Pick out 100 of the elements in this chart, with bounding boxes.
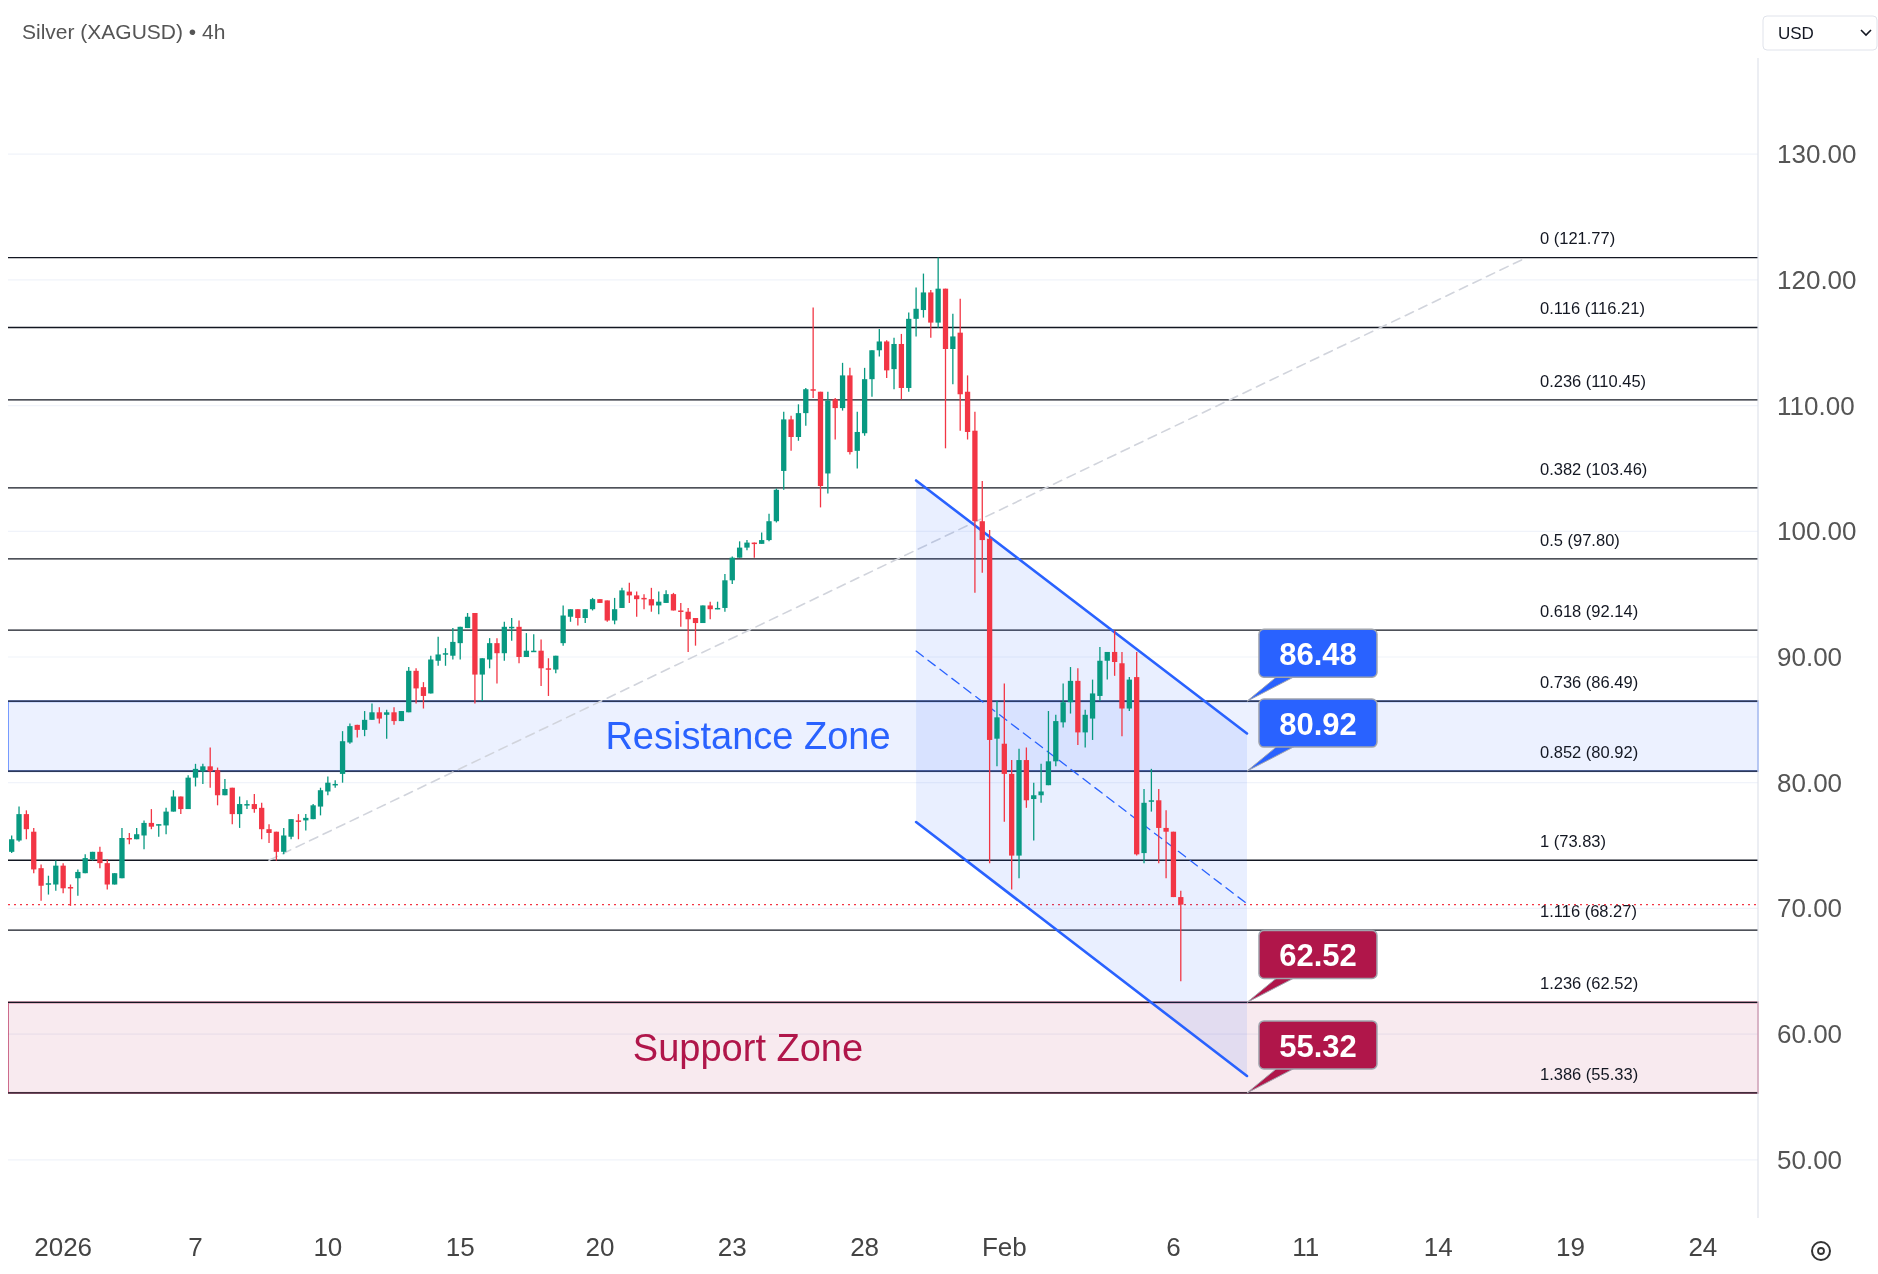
candlestick (729, 555, 735, 585)
candlestick (1045, 710, 1052, 786)
candlestick (920, 272, 927, 319)
candlestick (634, 590, 640, 618)
candlestick (854, 411, 860, 470)
candlestick (325, 775, 331, 796)
candlestick (538, 638, 544, 687)
candlestick (104, 858, 110, 891)
ref-line-label: 0.382 (103.46) (1540, 459, 1648, 478)
ref-line-label: 1.236 (62.52) (1540, 974, 1639, 993)
x-tick-label: 2026 (34, 1232, 93, 1263)
candlestick (97, 846, 103, 869)
y-tick-label: 120.00 (1777, 264, 1857, 295)
y-tick-label: 90.00 (1777, 642, 1843, 673)
candlestick (457, 626, 463, 661)
ref-line-label: 0.736 (86.49) (1540, 672, 1639, 691)
x-tick-label: 7 (188, 1232, 203, 1263)
candlestick (281, 827, 287, 855)
candlestick (141, 819, 147, 850)
ref-line-label: 0.116 (116.21) (1540, 299, 1645, 318)
ref-line-label: 0.618 (92.14) (1540, 601, 1639, 620)
candlestick (384, 709, 390, 740)
ref-line-label: 0 (121.77) (1540, 229, 1616, 248)
candlestick (317, 787, 324, 817)
candlestick (486, 637, 493, 669)
x-tick-label: 14 (1423, 1232, 1453, 1263)
candlestick (678, 602, 684, 628)
annotation: 55.32 (1279, 1028, 1357, 1064)
candlestick (413, 667, 419, 705)
chart-title: Silver (XAGUSD) • 4h (22, 20, 226, 44)
ref-line-label: 0.5 (97.80) (1540, 530, 1620, 549)
candlestick (75, 868, 81, 897)
x-tick-label: 20 (585, 1232, 615, 1263)
y-tick-label: 50.00 (1777, 1144, 1843, 1175)
band-label: Resistance Zone (605, 715, 891, 758)
candlestick (163, 807, 169, 835)
x-tick-label: 6 (1166, 1232, 1181, 1263)
candlestick (1067, 666, 1074, 715)
candlestick (251, 793, 257, 814)
candlestick (1031, 782, 1037, 842)
candlestick (619, 587, 625, 609)
x-tick-label: 11 (1292, 1232, 1320, 1263)
candlestick (913, 286, 919, 338)
candlestick (38, 863, 44, 902)
candlestick (45, 875, 52, 896)
y-tick-label: 110.00 (1777, 390, 1855, 421)
candlestick (236, 795, 243, 829)
candlestick (207, 746, 213, 789)
ref-line-label: 1.386 (55.33) (1540, 1064, 1639, 1083)
candlestick (1082, 709, 1088, 749)
candlestick (60, 862, 66, 894)
candlestick (611, 597, 618, 625)
candlestick (259, 802, 265, 840)
x-tick-label: 24 (1688, 1232, 1718, 1263)
candlestick (435, 636, 441, 667)
candlestick (1104, 651, 1110, 681)
x-tick-label: 28 (850, 1232, 880, 1263)
y-tick-label: 80.00 (1777, 767, 1843, 798)
candlestick (288, 818, 294, 840)
x-tick-label: Feb (981, 1232, 1027, 1263)
candlestick (1148, 768, 1155, 813)
candlestick (1111, 629, 1118, 677)
candlestick (148, 808, 155, 830)
candlestick (795, 403, 802, 442)
candlestick (494, 637, 500, 685)
candlestick (876, 328, 882, 358)
candlestick (347, 722, 353, 745)
text: USD (1778, 23, 1814, 43)
band-label: Support Zone (632, 1026, 864, 1069)
candlestick (766, 513, 772, 542)
candlestick (295, 813, 302, 840)
candlestick (1060, 682, 1066, 729)
candlestick (266, 823, 272, 844)
candlestick (810, 306, 816, 399)
candlestick (222, 778, 228, 796)
candlestick (979, 480, 985, 574)
candlestick (170, 789, 177, 813)
candlestick (450, 627, 456, 661)
candlestick (420, 681, 427, 710)
candlestick (244, 799, 250, 810)
x-tick-label: 15 (445, 1232, 475, 1263)
candlestick (604, 599, 610, 623)
candlestick (192, 763, 199, 788)
candlestick (200, 763, 206, 785)
candlestick (1038, 763, 1044, 804)
candlestick (273, 831, 280, 862)
y-tick-label: 130.00 (1777, 139, 1857, 170)
y-tick-label: 60.00 (1777, 1019, 1843, 1050)
candlestick (788, 414, 794, 452)
candlestick (692, 617, 699, 647)
y-tick-label: 70.00 (1777, 893, 1843, 924)
ref-line-label: 1.116 (68.27) (1540, 901, 1637, 920)
annotation: 86.48 (1279, 637, 1357, 673)
candlestick (950, 313, 956, 385)
candlestick (648, 587, 655, 613)
candlestick (545, 657, 552, 697)
candlestick (832, 397, 838, 441)
candlestick (523, 632, 530, 658)
x-tick-label: 19 (1556, 1232, 1585, 1263)
x-tick-label: 23 (717, 1232, 747, 1263)
